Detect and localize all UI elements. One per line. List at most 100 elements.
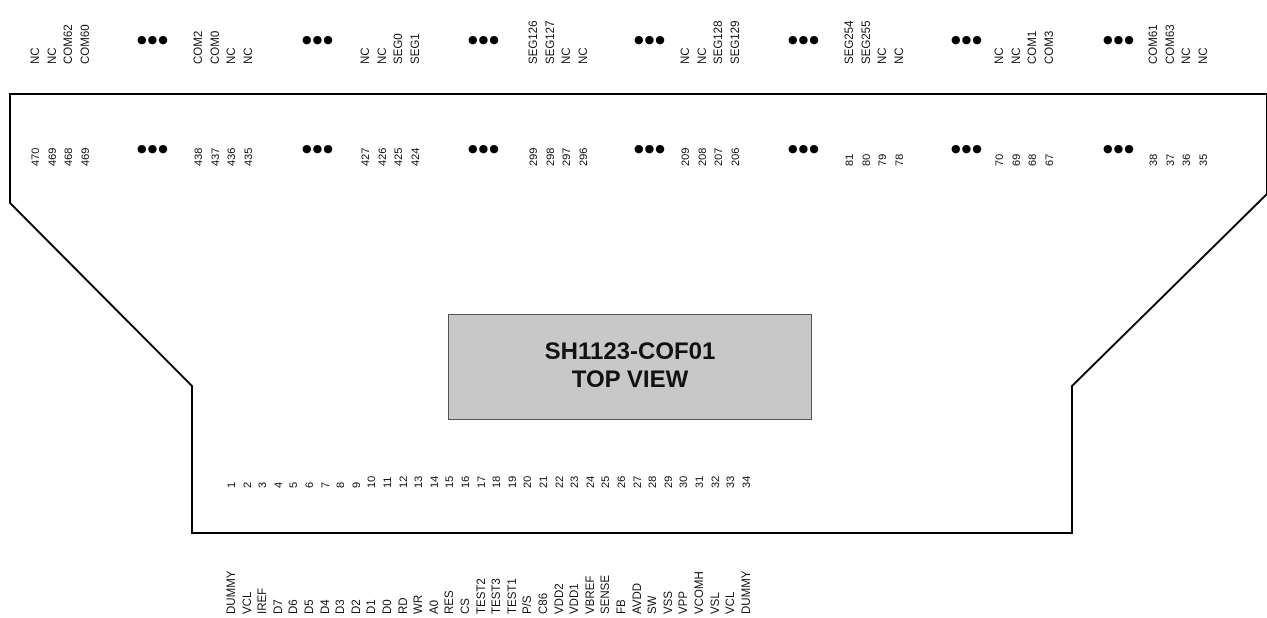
bottom-pin-name: SW <box>647 595 660 614</box>
bottom-pin-number: 15 <box>444 475 457 488</box>
bottom-pin-name: RES <box>444 590 457 614</box>
top-pin-number: 69 <box>1010 153 1023 166</box>
bottom-pin-name: C86 <box>538 592 550 614</box>
bottom-pin-name: D7 <box>272 599 285 614</box>
bottom-pin-number: 30 <box>678 475 691 488</box>
top-pin-name: NC <box>242 47 255 64</box>
top-pin-number: 469 <box>46 147 59 166</box>
bottom-pin-number: 9 <box>350 481 363 488</box>
bottom-pin-number: 7 <box>319 481 332 488</box>
bottom-pin-name: AVDD <box>631 582 644 614</box>
bottom-pin-number: 16 <box>460 475 472 488</box>
top-pin-name: NC <box>994 47 1006 64</box>
bottom-pin-number: 10 <box>366 475 379 488</box>
bottom-pin-number: 32 <box>709 475 722 488</box>
top-pin-number: 468 <box>63 147 75 166</box>
top-pin-number: 437 <box>209 147 222 166</box>
bottom-pin-name: VCL <box>725 591 738 614</box>
top-pin-number: 78 <box>893 153 906 166</box>
top-pin-name: COM63 <box>1164 24 1177 64</box>
bottom-pin-number: 20 <box>522 475 535 488</box>
top-pin-name: COM3 <box>1043 30 1056 64</box>
chip-title-box: SH1123-COF01 TOP VIEW <box>448 314 812 420</box>
top-pin-name: SEG255 <box>860 20 873 64</box>
bottom-pin-name: D4 <box>319 599 332 614</box>
bottom-pin-name: D0 <box>382 599 394 614</box>
bottom-pin-number: 12 <box>397 475 410 488</box>
bottom-pin-name: TEST1 <box>506 578 519 614</box>
top-pin-name: NC <box>30 47 42 64</box>
top-pin-name: COM0 <box>209 30 222 64</box>
bottom-pin-name: A0 <box>428 599 441 614</box>
top-pin-name: SEG0 <box>393 33 405 64</box>
bottom-pin-number: 8 <box>335 481 348 488</box>
top-pin-name: NC <box>360 47 372 64</box>
bottom-pin-name: FB <box>616 599 628 614</box>
bottom-pin-name: VSL <box>709 592 722 614</box>
top-pin-name: COM62 <box>63 24 75 64</box>
top-pin-name: COM2 <box>193 30 205 64</box>
top-pin-name: NC <box>46 47 59 64</box>
bottom-pin-name: D5 <box>304 599 316 614</box>
top-pin-name: NC <box>561 47 573 64</box>
ellipsis-dots-names: ●●● <box>468 33 500 46</box>
bottom-pin-number: 18 <box>491 475 504 488</box>
top-pin-number: 209 <box>680 147 692 166</box>
chip-view-label: TOP VIEW <box>571 366 689 393</box>
top-pin-number: 427 <box>360 147 372 166</box>
top-pin-name: SEG127 <box>544 20 557 64</box>
bottom-pin-number: 22 <box>553 475 566 488</box>
bottom-pin-number: 11 <box>382 476 394 488</box>
top-pin-number: 470 <box>30 147 42 166</box>
bottom-pin-number: 24 <box>584 475 597 488</box>
top-pin-name: SEG254 <box>844 20 856 64</box>
top-pin-name: SEG126 <box>528 20 540 64</box>
ellipsis-dots-names: ●●● <box>137 33 169 46</box>
bottom-pin-number: 13 <box>413 475 426 488</box>
top-pin-name: NC <box>893 47 906 64</box>
top-pin-number: 36 <box>1181 153 1193 166</box>
top-pin-name: NC <box>696 47 709 64</box>
bottom-pin-number: 31 <box>694 475 706 488</box>
top-pin-number: 436 <box>226 147 238 166</box>
top-pin-name: SEG129 <box>729 20 742 64</box>
bottom-pin-number: 29 <box>662 475 675 488</box>
bottom-pin-number: 1 <box>226 481 238 488</box>
bottom-pin-name: D3 <box>335 599 348 614</box>
top-pin-name: COM61 <box>1148 24 1160 64</box>
bottom-pin-number: 5 <box>288 481 301 488</box>
top-pin-number: 469 <box>79 147 92 166</box>
bottom-pin-number: 25 <box>600 475 613 488</box>
top-pin-number: 38 <box>1148 153 1160 166</box>
top-pin-number: 70 <box>994 153 1006 166</box>
bottom-pin-name: VCL <box>241 591 254 614</box>
bottom-pin-name: D2 <box>350 599 363 614</box>
top-pin-name: NC <box>680 47 692 64</box>
top-pin-number: 438 <box>193 147 205 166</box>
top-pin-number: 296 <box>577 147 590 166</box>
top-pin-name: NC <box>226 47 238 64</box>
bottom-pin-name: RD <box>397 597 410 614</box>
top-pin-name: COM1 <box>1027 30 1039 64</box>
top-pin-name: NC <box>877 47 889 64</box>
bottom-pin-number: 21 <box>538 475 550 488</box>
top-pin-number: 206 <box>729 147 742 166</box>
ellipsis-dots-nums: ●●● <box>302 142 334 155</box>
ellipsis-dots-nums: ●●● <box>1103 142 1135 155</box>
ellipsis-dots-names: ●●● <box>302 33 334 46</box>
bottom-pin-number: 34 <box>740 475 753 488</box>
bottom-pin-name: P/S <box>522 595 535 614</box>
bottom-pin-name: TEST2 <box>475 578 488 614</box>
top-pin-number: 37 <box>1164 153 1177 166</box>
ellipsis-dots-nums: ●●● <box>788 142 820 155</box>
top-pin-number: 80 <box>860 153 873 166</box>
ellipsis-dots-nums: ●●● <box>634 142 666 155</box>
bottom-pin-number: 33 <box>725 475 738 488</box>
ellipsis-dots-names: ●●● <box>634 33 666 46</box>
top-pin-number: 68 <box>1027 153 1039 166</box>
top-pin-number: 299 <box>528 147 540 166</box>
ellipsis-dots-nums: ●●● <box>468 142 500 155</box>
bottom-pin-name: TEST3 <box>491 578 504 614</box>
